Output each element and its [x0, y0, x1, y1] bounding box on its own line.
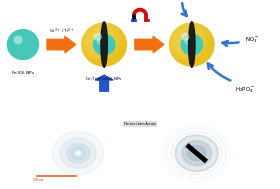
Circle shape — [185, 38, 196, 49]
Circle shape — [175, 135, 219, 172]
Circle shape — [174, 27, 202, 55]
Circle shape — [169, 22, 215, 67]
Circle shape — [13, 36, 23, 44]
Circle shape — [188, 41, 194, 47]
Text: Fe$_3$O$_4$-NPs: Fe$_3$O$_4$-NPs — [11, 70, 35, 77]
Text: NO$_3^-$: NO$_3^-$ — [245, 36, 259, 45]
Circle shape — [90, 31, 113, 53]
Circle shape — [101, 41, 106, 47]
Text: Electron Laden Annular: Electron Laden Annular — [124, 122, 156, 126]
Circle shape — [74, 150, 82, 156]
Circle shape — [79, 20, 119, 59]
Circle shape — [76, 152, 80, 155]
Circle shape — [170, 24, 205, 57]
Circle shape — [76, 17, 122, 61]
Text: 200 nm: 200 nm — [33, 178, 43, 182]
Circle shape — [67, 143, 90, 163]
Circle shape — [93, 33, 116, 56]
Circle shape — [86, 27, 115, 55]
Circle shape — [180, 33, 203, 56]
Circle shape — [178, 31, 200, 53]
Circle shape — [83, 24, 117, 57]
Circle shape — [181, 33, 190, 41]
Ellipse shape — [101, 22, 107, 67]
Circle shape — [81, 22, 127, 67]
Circle shape — [94, 33, 102, 41]
Circle shape — [7, 29, 39, 60]
Text: Ce-Ti@Fe$_3$O$_4$-NPs: Ce-Ti@Fe$_3$O$_4$-NPs — [85, 76, 123, 83]
Circle shape — [71, 147, 85, 159]
Text: H$_2$PO$_4^-$: H$_2$PO$_4^-$ — [235, 85, 255, 94]
Ellipse shape — [189, 22, 195, 67]
Circle shape — [163, 17, 209, 61]
Text: 0.5 nm: 0.5 nm — [171, 180, 180, 184]
Circle shape — [97, 38, 108, 49]
Circle shape — [60, 138, 96, 169]
Text: Ce$^{3+}$ / Ti$^{4+}$: Ce$^{3+}$ / Ti$^{4+}$ — [49, 26, 74, 36]
Circle shape — [167, 20, 207, 59]
Circle shape — [183, 141, 211, 165]
Circle shape — [184, 37, 192, 45]
Circle shape — [97, 37, 105, 45]
Circle shape — [188, 146, 206, 161]
Circle shape — [94, 34, 111, 51]
Circle shape — [181, 34, 198, 51]
Circle shape — [52, 131, 104, 175]
